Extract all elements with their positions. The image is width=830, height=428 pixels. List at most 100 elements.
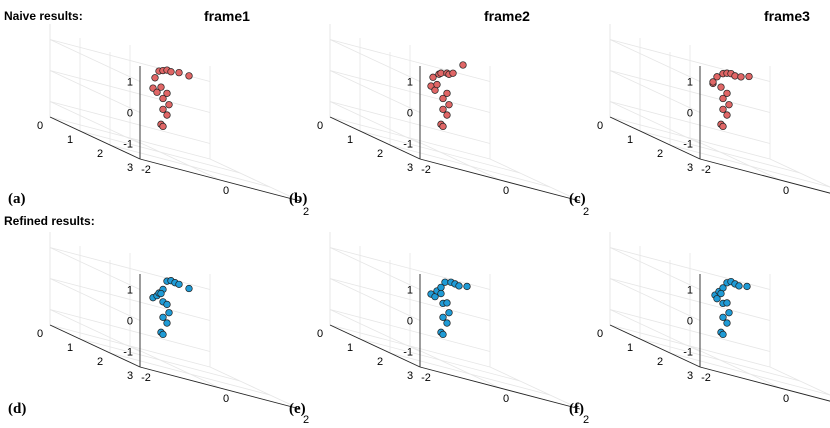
frame-title-3: frame3 — [764, 8, 810, 24]
grid — [49, 24, 301, 202]
floor-gridline — [129, 137, 221, 181]
scatter-point — [157, 83, 165, 91]
left-wall-gridline — [609, 70, 701, 113]
scatter-point — [443, 299, 451, 307]
z-tick-label: 0 — [127, 316, 133, 328]
left-wall-gridline — [329, 70, 421, 113]
floor-gridline — [109, 352, 271, 396]
z-tick-label: -1 — [683, 139, 693, 151]
floor-gridline — [79, 130, 241, 174]
back-wall-gridline — [609, 101, 771, 144]
left-wall-gridline — [329, 247, 421, 290]
back-wall-gridline — [49, 39, 211, 82]
left-wall-gridline — [329, 309, 421, 352]
floor-gridline — [359, 338, 521, 382]
scatter-point — [159, 330, 167, 339]
scatter-point — [459, 61, 467, 69]
x-tick-label: 2 — [303, 206, 309, 218]
y-tick-label: 0 — [317, 120, 323, 132]
x-axis — [699, 366, 830, 402]
z-tick-label: 1 — [687, 285, 693, 297]
back-wall-gridline — [609, 247, 771, 290]
scatter-point — [735, 282, 743, 290]
floor-gridline — [689, 137, 781, 181]
scatter-point — [449, 69, 457, 77]
left-wall-gridline — [49, 70, 141, 113]
scatter-point — [723, 111, 731, 119]
scatter-point — [167, 68, 175, 76]
scatter-point — [175, 280, 183, 289]
z-tick-label: -1 — [123, 139, 133, 151]
x-tick-label: 2 — [583, 414, 589, 426]
scatter-point — [737, 73, 745, 81]
grid — [609, 24, 830, 194]
y-tick-label: 2 — [97, 148, 103, 160]
grid — [329, 232, 581, 410]
scatter-point — [719, 105, 727, 113]
y-tick-label: 1 — [347, 342, 353, 354]
z-tick-label: 0 — [407, 316, 413, 328]
left-wall-gridline — [609, 247, 701, 290]
scatter-point — [743, 282, 751, 291]
grid — [329, 24, 581, 202]
floor-gridline — [769, 158, 830, 188]
z-tick-label: 1 — [127, 285, 133, 297]
scatter-point — [719, 330, 727, 339]
y-tick-label: 1 — [627, 134, 633, 146]
scatter-point — [709, 78, 717, 86]
scatter-point — [429, 73, 437, 81]
left-wall-gridline — [329, 39, 421, 82]
scatter-point — [439, 330, 447, 339]
floor-gridline — [699, 366, 830, 402]
z-tick-label: 1 — [127, 77, 133, 89]
left-wall-gridline — [609, 101, 701, 144]
back-wall-gridline — [329, 70, 491, 113]
y-axis — [329, 324, 421, 368]
z-tick-label: 0 — [687, 108, 693, 120]
back-wall-gridline — [49, 278, 211, 321]
y-tick-label: 3 — [687, 162, 693, 174]
back-wall-gridline — [329, 39, 491, 82]
scatter-point — [163, 111, 171, 119]
floor-gridline — [359, 130, 521, 174]
floor-gridline — [409, 345, 501, 389]
x-tick-label: 0 — [503, 185, 509, 197]
x-tick-label: -2 — [701, 372, 711, 384]
scatter-point — [163, 319, 171, 327]
left-wall-gridline — [49, 309, 141, 352]
floor-gridline — [79, 338, 241, 382]
y-tick-label: 0 — [317, 328, 323, 340]
x-tick-label: 0 — [783, 393, 789, 405]
x-tick-label: -2 — [421, 372, 431, 384]
y-tick-label: 3 — [127, 370, 133, 382]
x-axis — [699, 158, 830, 194]
frame-title-1: frame1 — [204, 8, 250, 24]
scatter-point — [455, 282, 463, 290]
scatter-point — [433, 80, 441, 89]
row-label-naive: Naive results: — [4, 9, 83, 23]
back-wall-gridline — [609, 278, 771, 321]
y-tick-label: 1 — [347, 134, 353, 146]
scatter-point — [153, 88, 161, 96]
scatter-point — [725, 309, 733, 317]
scatter-point — [439, 313, 447, 322]
panel-letter: (a) — [8, 191, 26, 207]
back-wall-gridline — [49, 247, 211, 290]
y-tick-label: 2 — [657, 356, 663, 368]
y-tick-label: 1 — [67, 134, 73, 146]
panel-2: -2 0 2 0 1 2 3 -1 0 1 (b) — [289, 24, 589, 218]
frame-title-2: frame2 — [484, 8, 530, 24]
scatter-point — [159, 105, 167, 113]
y-axis — [609, 116, 701, 160]
scatter-point — [157, 289, 165, 298]
scatter-point — [463, 282, 471, 291]
y-tick-label: 3 — [407, 162, 413, 174]
floor-gridline — [669, 352, 830, 396]
back-wall-gridline — [609, 70, 771, 113]
x-tick-label: 0 — [223, 185, 229, 197]
scatter-point — [445, 101, 453, 109]
